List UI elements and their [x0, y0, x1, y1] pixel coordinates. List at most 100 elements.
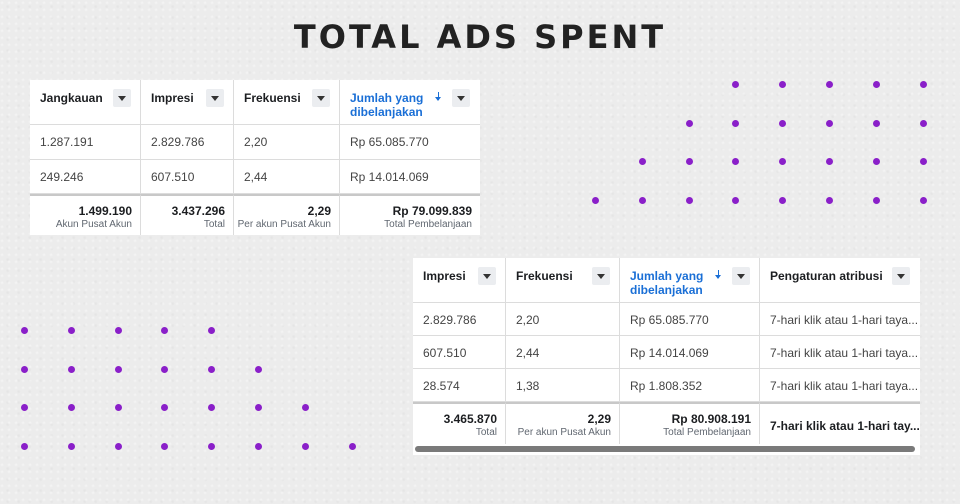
table-cell: 2,44 [234, 159, 340, 194]
total-cell: 3.465.870 Total [413, 402, 506, 444]
table-cell: Rp 65.085.770 [340, 125, 480, 160]
decor-dot [685, 196, 693, 204]
total-value: 2,29 [587, 412, 611, 426]
cell-text: 2,44 [244, 169, 268, 184]
cell-text: 28.574 [423, 378, 460, 393]
decor-dot [872, 119, 880, 127]
header-label: Frekuensi [244, 91, 301, 105]
total-value: Rp 80.908.191 [671, 412, 751, 426]
total-cell: 2,29 Per akun Pusat Akun [234, 194, 340, 235]
decor-dot [301, 404, 309, 411]
table-cell: 7-hari klik atau 1-hari taya... [760, 303, 920, 336]
decor-dot [21, 404, 28, 411]
dropdown-button[interactable] [892, 267, 910, 285]
decor-dot [114, 442, 122, 450]
decor-dot [208, 442, 216, 450]
decor-dot [826, 158, 833, 165]
cell-text: Rp 14.014.069 [630, 345, 709, 360]
decor-dot [21, 365, 28, 373]
cell-text: 7-hari klik atau 1-hari taya... [770, 312, 919, 327]
table-cell: 2,20 [234, 125, 340, 160]
cell-text: 7-hari klik atau 1-hari taya... [770, 345, 919, 360]
decor-dot [685, 158, 693, 165]
decor-dot [67, 404, 75, 411]
table-1: Jangkauan Impresi Frekuensi Jumlah yang dib… [30, 80, 480, 235]
table-cell: 7-hari klik atau 1-hari taya... [760, 336, 920, 369]
header-label: Impresi [151, 91, 194, 105]
total-label: Total Pembelanjaan [663, 427, 751, 438]
decor-dot [638, 158, 646, 165]
decor-dot [732, 119, 740, 127]
decor-dot [67, 442, 75, 450]
dropdown-button[interactable] [113, 89, 131, 107]
dropdown-button[interactable] [592, 267, 610, 285]
cell-text: 607.510 [423, 345, 467, 360]
header-label: Frekuensi [516, 269, 573, 283]
decor-dot [592, 196, 599, 204]
decor-dot [348, 442, 356, 450]
header-cell[interactable]: Jumlah yang dibelanjakan [340, 80, 480, 125]
decor-dot [161, 365, 169, 373]
table-cell: 1,38 [506, 369, 620, 402]
total-cell: Rp 79.099.839 Total Pembelanjaan [340, 194, 480, 235]
table-cell: Rp 14.014.069 [620, 336, 760, 369]
cell-text: 2,44 [516, 345, 540, 360]
decor-dot [114, 404, 122, 411]
total-label: Total [203, 219, 225, 230]
header-label: Jumlah yang dibelanjakan [350, 91, 424, 119]
header-cell[interactable]: Pengaturan atribusi [760, 258, 920, 303]
decor-dot [826, 119, 833, 127]
decor-dot [161, 404, 169, 411]
cell-text: Rp 14.014.069 [350, 169, 429, 184]
table-cell: 7-hari klik atau 1-hari taya... [760, 369, 920, 402]
cell-text: 1,38 [516, 378, 540, 393]
table-2: Impresi Frekuensi Jumlah yang dibelanjakan… [413, 258, 920, 455]
scrollbar[interactable] [415, 446, 915, 452]
decor-dot [779, 196, 787, 204]
total-cell: 2,29 Per akun Pusat Akun [506, 402, 620, 444]
decor-dot [732, 158, 740, 165]
total-label: Total Pembelanjaan [384, 219, 472, 230]
header-cell[interactable]: Frekuensi [234, 80, 340, 125]
table-cell: Rp 14.014.069 [340, 160, 480, 194]
title: TOTAL ADS SPENT [293, 18, 667, 56]
header-label: Pengaturan atribusi [770, 269, 883, 283]
sort-icon [715, 270, 721, 279]
table-cell: Rp 1.808.352 [620, 369, 760, 402]
header-cell[interactable]: Frekuensi [506, 258, 620, 303]
table-cell: Rp 65.085.770 [620, 303, 760, 336]
total-value: 2,29 [307, 204, 331, 218]
cell-text: 2.829.786 [423, 312, 477, 327]
table-cell: 28.574 [413, 369, 506, 402]
decor-dot [872, 196, 880, 204]
total-value: 3.437.296 [171, 204, 225, 218]
header-cell[interactable]: Impresi [413, 258, 506, 303]
decor-dot [255, 365, 262, 373]
dropdown-button[interactable] [732, 267, 750, 285]
table-cell: 2,20 [506, 303, 620, 336]
total-label: Total [475, 427, 497, 438]
dropdown-button[interactable] [478, 267, 496, 285]
decor-dot [67, 365, 75, 373]
table-cell: 607.510 [141, 159, 234, 194]
decor-dot [255, 404, 262, 411]
decor-dot [208, 327, 216, 334]
decor-dot [872, 158, 880, 165]
total-value: Rp 79.099.839 [392, 204, 472, 218]
dropdown-button[interactable] [206, 89, 224, 107]
total-label: Akun Pusat Akun [55, 219, 132, 230]
header-cell[interactable]: Jumlah yang dibelanjakan [620, 258, 760, 303]
dropdown-button[interactable] [312, 89, 330, 107]
decor-dot [208, 365, 216, 373]
total-cell: Rp 80.908.191 Total Pembelanjaan [620, 402, 760, 444]
total-value: 3.465.870 [443, 412, 497, 426]
table-cell: 249.246 [30, 159, 141, 194]
cell-text: 7-hari klik atau 1-hari taya... [770, 378, 919, 393]
header-cell[interactable]: Impresi [141, 80, 234, 125]
decor-dot [21, 442, 28, 450]
header-cell[interactable]: Jangkauan [30, 80, 141, 125]
decor-dot [301, 442, 309, 450]
decor-dot [919, 119, 927, 127]
total-value: 1.499.190 [78, 204, 132, 218]
dropdown-button[interactable] [452, 89, 470, 107]
